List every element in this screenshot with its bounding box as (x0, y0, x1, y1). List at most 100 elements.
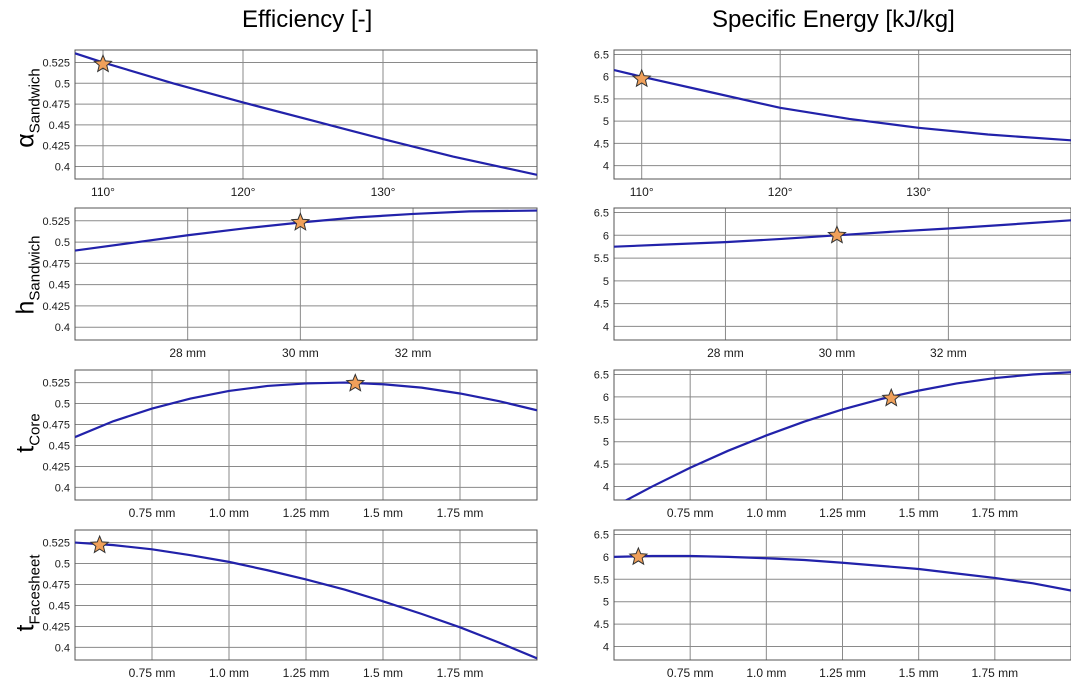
y-tick-label: 5.5 (594, 574, 609, 586)
panel-frame (74, 207, 538, 341)
x-tick-label: 1.75 mm (437, 666, 484, 680)
y-tick-label: 4.5 (594, 138, 609, 150)
y-tick-label: 6.5 (594, 49, 609, 61)
panel-2-1: 4 4.5 5 5.5 6 6.5 0.75 mm 1.0 mm 1.25 mm 1.5 mm 1.… (594, 369, 1071, 520)
x-tick-label: 110° (91, 185, 115, 199)
y-tick-label: 0.5 (55, 78, 70, 90)
y-tick-label: 5.5 (594, 414, 609, 426)
y-tick-label: 6.5 (594, 529, 609, 541)
column-title-specific-energy: Specific Energy [kJ/kg] (712, 6, 955, 33)
y-tick-label: 4 (603, 321, 609, 333)
y-tick-label: 0.5 (55, 559, 70, 571)
x-tick-label: 1.25 mm (819, 506, 866, 520)
x-tick-label: 0.75 mm (667, 666, 714, 680)
x-tick-label: 0.75 mm (667, 506, 714, 520)
panel-frame (613, 529, 1071, 661)
panel-0-1: 4 4.5 5 5.5 6 6.5 110° 120° 130° (594, 49, 1071, 199)
y-tick-label: 0.425 (42, 141, 70, 153)
y-tick-label: 6.5 (594, 208, 609, 220)
star-marker (89, 534, 110, 554)
x-tick-label: 0.75 mm (129, 506, 176, 520)
panel-0-0: 0.4 0.425 0.45 0.475 0.5 0.525 110° 120° 130° (42, 49, 538, 199)
series-line-0 (75, 381, 537, 439)
x-tick-label: 1.0 mm (209, 506, 249, 520)
x-tick-label: 1.0 mm (746, 666, 786, 680)
y-tick-label: 5 (603, 437, 609, 449)
y-tick-label: 4.5 (594, 299, 609, 311)
series-line-0 (614, 554, 1071, 592)
x-tick-label: 1.5 mm (899, 666, 939, 680)
y-tick-label: 6 (603, 392, 609, 404)
y-tick-label: 6.5 (594, 369, 609, 381)
y-tick-label: 0.45 (49, 120, 70, 132)
y-tick-label: 0.425 (42, 301, 70, 313)
x-tick-label: 110° (630, 185, 654, 199)
x-tick-label: 130° (906, 185, 931, 199)
y-tick-label: 0.4 (55, 482, 70, 494)
y-tick-label: 6 (603, 72, 609, 84)
x-tick-label: 120° (231, 185, 256, 199)
x-tick-label: 28 mm (707, 346, 744, 360)
x-tick-label: 130° (371, 185, 396, 199)
y-tick-label: 0.4 (55, 642, 70, 654)
y-tick-label: 4 (603, 161, 609, 173)
y-tick-label: 0.45 (49, 280, 70, 292)
x-tick-label: 1.25 mm (283, 666, 330, 680)
panel-frame (74, 529, 538, 661)
star-marker (628, 546, 649, 566)
star-marker (345, 373, 366, 392)
series-line-0 (624, 371, 1071, 500)
y-tick-label: 4 (603, 482, 609, 494)
y-tick-label: 6 (603, 230, 609, 242)
panel-3-1: 4 4.5 5 5.5 6 6.5 0.75 mm 1.0 mm 1.25 mm 1.5 mm 1.… (594, 529, 1071, 680)
x-tick-label: 1.25 mm (819, 666, 866, 680)
y-tick-label: 4.5 (594, 459, 609, 471)
y-tick-label: 6 (603, 552, 609, 564)
x-tick-label: 1.5 mm (363, 666, 403, 680)
x-tick-label: 1.0 mm (209, 666, 249, 680)
x-tick-label: 1.0 mm (746, 506, 786, 520)
panel-frame (74, 49, 538, 180)
series-line-0 (614, 68, 1071, 142)
series-line-0 (75, 209, 537, 252)
y-tick-label: 0.525 (42, 216, 70, 228)
y-tick-label: 0.525 (42, 57, 70, 69)
column-title-efficiency: Efficiency [-] (242, 6, 373, 33)
y-tick-label: 0.425 (42, 621, 70, 633)
y-tick-label: 0.475 (42, 99, 70, 111)
x-tick-label: 1.5 mm (363, 506, 403, 520)
x-tick-label: 0.75 mm (129, 666, 176, 680)
y-tick-label: 0.4 (55, 162, 70, 174)
panel-2-0: 0.4 0.425 0.45 0.475 0.5 0.525 0.75 mm 1.0 mm 1.… (42, 369, 538, 520)
y-tick-label: 5.5 (594, 253, 609, 265)
y-tick-label: 0.475 (42, 580, 70, 592)
x-tick-label: 120° (768, 185, 793, 199)
y-tick-label: 0.525 (42, 378, 70, 390)
panel-frame (613, 49, 1071, 180)
series-line-0 (75, 541, 537, 660)
y-tick-label: 0.45 (49, 600, 70, 612)
x-tick-label: 1.75 mm (971, 666, 1018, 680)
panel-frame (613, 207, 1071, 341)
y-tick-label: 0.475 (42, 420, 70, 432)
y-tick-label: 4 (603, 642, 609, 654)
star-marker (881, 387, 902, 407)
star-marker (827, 224, 847, 244)
y-tick-label: 0.425 (42, 461, 70, 473)
x-tick-label: 30 mm (819, 346, 856, 360)
y-tick-label: 4.5 (594, 619, 609, 631)
y-tick-label: 5.5 (594, 94, 609, 106)
y-tick-label: 0.5 (55, 399, 70, 411)
x-tick-label: 32 mm (395, 346, 432, 360)
series-line-0 (75, 52, 537, 176)
panel-1-0: 0.4 0.425 0.45 0.475 0.5 0.525 28 mm 30 mm 32 mm (42, 207, 538, 360)
x-tick-label: 28 mm (169, 346, 206, 360)
star-marker (93, 53, 113, 73)
x-tick-label: 1.75 mm (971, 506, 1018, 520)
y-tick-label: 0.4 (55, 322, 70, 334)
star-marker (290, 212, 311, 231)
panel-frame (74, 369, 538, 501)
y-tick-label: 0.525 (42, 538, 70, 550)
